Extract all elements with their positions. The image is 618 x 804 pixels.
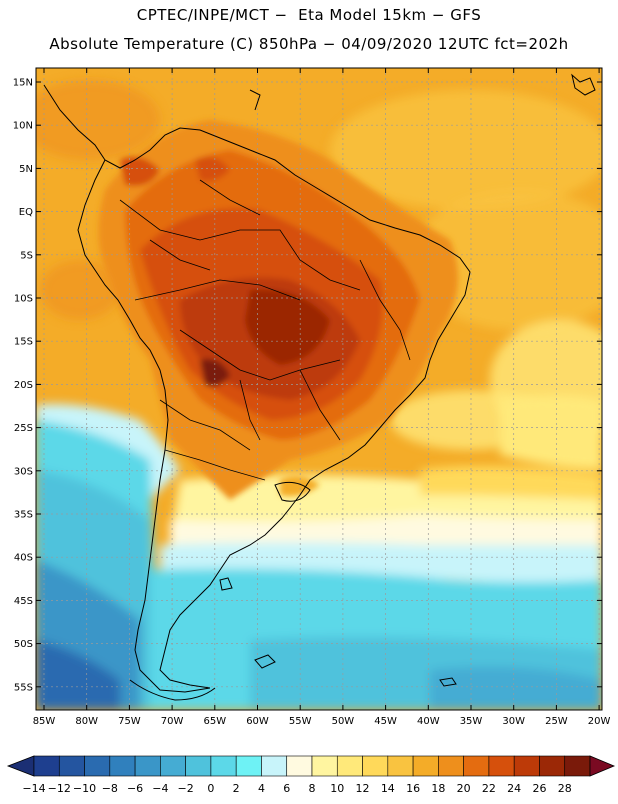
colorbar-label: 2 xyxy=(233,782,240,795)
colorbar-swatch xyxy=(33,755,60,777)
colorbar-label: 24 xyxy=(507,782,521,795)
colorbar-swatch xyxy=(311,755,338,777)
colorbar-swatch xyxy=(286,755,313,777)
colorbar-label: 22 xyxy=(482,782,496,795)
lon-label: 80W xyxy=(75,716,98,727)
lon-label: 55W xyxy=(289,716,312,727)
lat-label: EQ xyxy=(19,207,33,218)
colorbar-swatch xyxy=(539,755,566,777)
colorbar-label: 28 xyxy=(558,782,572,795)
title-line-2: Absolute Temperature (C) 850hPa − 04/09/… xyxy=(49,35,569,53)
colorbar-label: −2 xyxy=(178,782,194,795)
colorbar-swatch xyxy=(387,755,414,777)
colorbar-label: 0 xyxy=(207,782,214,795)
colorbar-swatch xyxy=(261,755,288,777)
colorbar-label: −8 xyxy=(102,782,118,795)
colorbar-swatch xyxy=(513,755,540,777)
colorbar-label: 6 xyxy=(283,782,290,795)
colorbar-swatch xyxy=(564,755,591,777)
lat-label: 35S xyxy=(14,510,33,521)
lon-label: 70W xyxy=(161,716,184,727)
lat-label: 15N xyxy=(13,78,33,89)
lat-label: 5S xyxy=(20,250,33,261)
colorbar-swatch xyxy=(109,755,136,777)
lon-label: 20W xyxy=(588,716,611,727)
lon-label: 45W xyxy=(374,716,397,727)
colorbar-swatch xyxy=(58,755,85,777)
lat-label: 40S xyxy=(14,553,33,564)
lat-label: 30S xyxy=(14,466,33,477)
colorbar-swatch xyxy=(463,755,490,777)
lon-label: 35W xyxy=(460,716,483,727)
longitude-labels: 85W 80W 75W 70W 65W 60W 55W 50W 45W 40W 35W 30W 25W 2… xyxy=(33,68,611,727)
colorbar-swatch xyxy=(134,755,161,777)
lon-label: 60W xyxy=(246,716,269,727)
colorbar-label: 18 xyxy=(431,782,445,795)
lon-label: 75W xyxy=(118,716,141,727)
colorbar-label: −6 xyxy=(127,782,143,795)
colorbar-label: −14 xyxy=(22,782,45,795)
colorbar-label: −10 xyxy=(73,782,96,795)
colorbar-swatch xyxy=(412,755,439,777)
colorbar-swatch xyxy=(336,755,363,777)
colorbar-under-arrow xyxy=(6,755,35,777)
lat-label: 20S xyxy=(14,380,33,391)
colorbar-label: −12 xyxy=(48,782,71,795)
colorbar-label: −4 xyxy=(152,782,168,795)
lon-label: 40W xyxy=(417,716,440,727)
colorbar-swatch xyxy=(160,755,186,777)
lon-label: 85W xyxy=(33,716,56,727)
colorbar: −14 −12 −10 −8 −6 −4 −2 0 2 4 6 8 10 12 14 16 18 20 22 24 26… xyxy=(6,755,616,795)
country-borders xyxy=(119,179,411,481)
colorbar-label: 8 xyxy=(309,782,316,795)
colorbar-swatch xyxy=(362,755,389,777)
colorbar-label: 20 xyxy=(457,782,471,795)
lat-label: 10N xyxy=(13,121,33,132)
lat-label: 45S xyxy=(14,596,33,607)
colorbar-label: 12 xyxy=(356,782,370,795)
colorbar-label: 4 xyxy=(258,782,265,795)
colorbar-swatch xyxy=(438,755,464,777)
lat-label: 10S xyxy=(14,294,33,305)
title-line-1: CPTEC/INPE/MCT − Eta Model 15km − GFS xyxy=(136,6,482,24)
lon-label: 50W xyxy=(332,716,355,727)
lat-label: 15S xyxy=(14,337,33,348)
latitude-labels: 15N 10N 5N EQ 5S 10S 15S 20S 25S 30S 35S 40S 45S 50S 5… xyxy=(13,78,602,693)
temperature-field xyxy=(36,68,602,710)
lat-label: 25S xyxy=(14,423,33,434)
colorbar-over-arrow xyxy=(589,755,616,777)
lat-label: 50S xyxy=(14,639,33,650)
lat-label: 5N xyxy=(19,164,33,175)
lon-label: 30W xyxy=(502,716,525,727)
colorbar-label: 10 xyxy=(330,782,344,795)
lon-label: 65W xyxy=(203,716,226,727)
lat-label: 55S xyxy=(14,682,33,693)
colorbar-swatch xyxy=(235,755,262,777)
lon-label: 25W xyxy=(545,716,568,727)
colorbar-label: 14 xyxy=(381,782,395,795)
colorbar-swatch xyxy=(210,755,237,777)
colorbar-swatch xyxy=(84,755,111,777)
colorbar-swatch xyxy=(488,755,515,777)
colorbar-label: 16 xyxy=(406,782,420,795)
coastline xyxy=(43,73,596,701)
colorbar-label: 26 xyxy=(532,782,546,795)
colorbar-swatch xyxy=(185,755,212,777)
